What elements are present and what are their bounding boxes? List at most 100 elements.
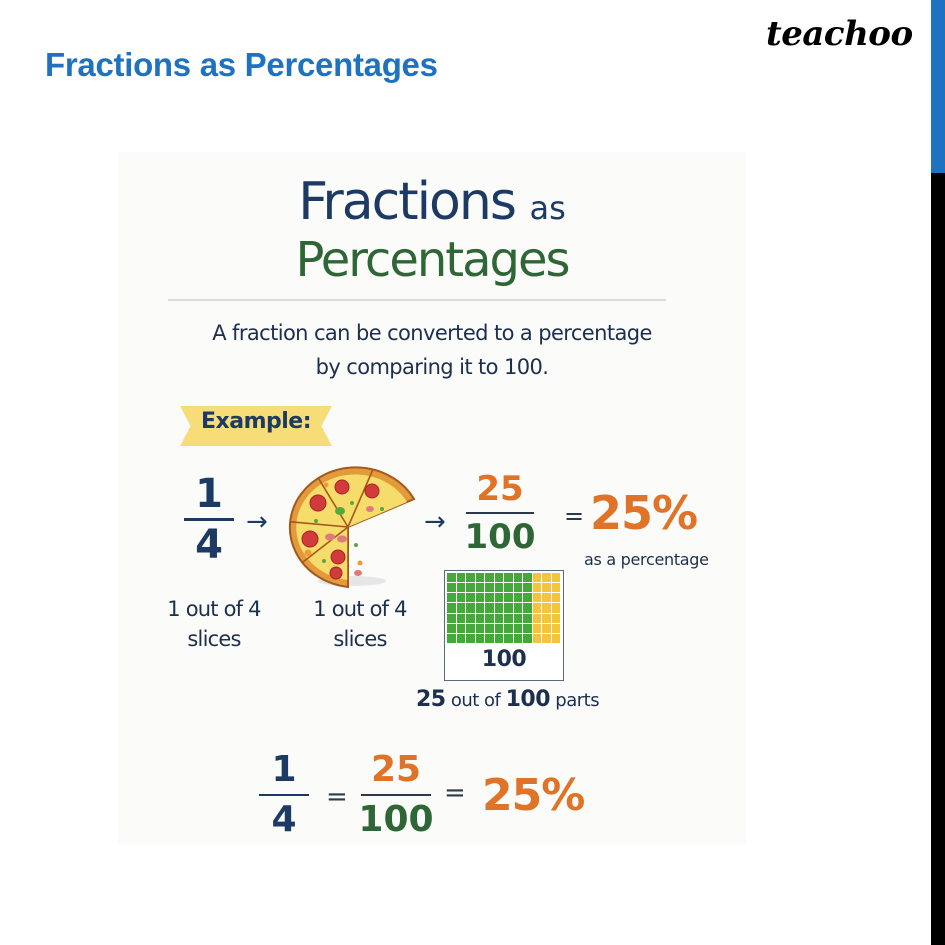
fraction-caption-line2: slices	[187, 627, 241, 651]
grid-cell	[447, 633, 456, 643]
grid-caption-part: 25	[416, 687, 446, 712]
grid-cell	[532, 603, 541, 613]
grid-cell	[551, 613, 560, 623]
grid-cell	[504, 613, 513, 623]
grid-cell	[542, 633, 551, 643]
grid-cell	[532, 613, 541, 623]
hundred-grid	[447, 573, 560, 643]
title-word-fractions: Fractions	[298, 172, 517, 232]
grid-cell	[475, 623, 484, 633]
fraction-numerator: 1	[271, 749, 297, 790]
grid-cell	[551, 593, 560, 603]
grid-cell	[466, 573, 475, 583]
description-line1: A fraction can be converted to a percent…	[212, 321, 652, 345]
fraction-25-over-100: 25 100	[463, 470, 537, 556]
grid-cell	[513, 593, 522, 603]
grid-cell	[475, 603, 484, 613]
slide-title: Fractions as Percentages	[45, 46, 438, 83]
summary-fraction-25-over-100: 25 100	[358, 750, 434, 840]
grid-cell	[466, 613, 475, 623]
infographic: Fractions as Percentages A fraction can …	[118, 152, 746, 844]
fraction-caption-line1: 1 out of 4	[167, 597, 261, 621]
grid-cell	[542, 583, 551, 593]
grid-caption-middle: out of	[445, 690, 506, 711]
grid-cell	[551, 583, 560, 593]
fraction-caption: 1 out of 4 slices	[156, 594, 272, 654]
grid-caption-end: parts	[550, 690, 600, 711]
grid-cell	[513, 573, 522, 583]
pizza-caption-line1: 1 out of 4	[313, 597, 407, 621]
grid-cell	[504, 573, 513, 583]
grid-cell	[523, 613, 532, 623]
fraction-one-quarter: 1 4	[180, 472, 238, 567]
side-bar-accent	[931, 0, 945, 173]
equals-sign: =	[564, 502, 585, 530]
fraction-denominator: 100	[358, 799, 434, 840]
grid-cell	[504, 633, 513, 643]
grid-cell	[551, 573, 560, 583]
percentage-value: 25%	[590, 486, 698, 540]
grid-cell	[504, 583, 513, 593]
grid-cell	[513, 633, 522, 643]
grid-cell	[542, 573, 551, 583]
grid-cell	[523, 593, 532, 603]
grid-cell	[542, 603, 551, 613]
grid-cell	[456, 593, 465, 603]
grid-cell	[485, 613, 494, 623]
pizza-caption: 1 out of 4 slices	[302, 594, 418, 654]
grid-cell	[456, 573, 465, 583]
percentage-caption: as a percentage	[584, 550, 709, 569]
grid-cell	[542, 613, 551, 623]
fraction-denominator: 4	[195, 522, 223, 568]
grid-cell	[485, 633, 494, 643]
fraction-bar	[184, 518, 234, 521]
grid-cell	[485, 573, 494, 583]
grid-cell	[456, 583, 465, 593]
fraction-numerator: 1	[195, 471, 223, 517]
grid-cell	[513, 613, 522, 623]
grid-cell	[532, 633, 541, 643]
grid-cell	[504, 603, 513, 613]
hundred-grid-box: 100	[444, 570, 564, 681]
grid-cell	[532, 623, 541, 633]
grid-cell	[466, 593, 475, 603]
fraction-denominator: 100	[464, 517, 536, 557]
side-bar	[931, 0, 945, 945]
grid-caption: 25 out of 100 parts	[416, 687, 600, 712]
fraction-bar	[361, 794, 431, 796]
grid-cell	[466, 583, 475, 593]
grid-cell	[523, 603, 532, 613]
summary-fraction-one-quarter: 1 4	[258, 750, 310, 840]
summary-equals-sign: =	[444, 778, 466, 808]
grid-cell	[523, 583, 532, 593]
grid-cell	[551, 603, 560, 613]
grid-cell	[523, 573, 532, 583]
grid-cell	[447, 593, 456, 603]
grid-cell	[551, 623, 560, 633]
grid-cell	[485, 603, 494, 613]
grid-cell	[532, 583, 541, 593]
grid-cell	[513, 603, 522, 613]
grid-cell	[532, 593, 541, 603]
grid-cell	[456, 633, 465, 643]
example-label: Example:	[201, 409, 312, 434]
grid-cell	[504, 593, 513, 603]
grid-cell	[475, 633, 484, 643]
summary-equals-sign: =	[326, 782, 348, 812]
grid-cell	[485, 583, 494, 593]
grid-cell	[494, 623, 503, 633]
grid-cell	[447, 583, 456, 593]
grid-cell	[466, 603, 475, 613]
grid-cell	[494, 593, 503, 603]
infographic-title-line2: Percentages	[295, 232, 570, 288]
grid-cell	[494, 583, 503, 593]
grid-cell	[456, 623, 465, 633]
grid-cell	[485, 593, 494, 603]
fraction-numerator: 25	[476, 469, 524, 509]
infographic-title-line1: Fractions as	[118, 172, 746, 232]
grid-cell	[466, 633, 475, 643]
grid-cell	[447, 623, 456, 633]
fraction-bar	[259, 794, 309, 796]
grid-cell	[494, 633, 503, 643]
arrow-right-icon: →	[424, 507, 446, 537]
